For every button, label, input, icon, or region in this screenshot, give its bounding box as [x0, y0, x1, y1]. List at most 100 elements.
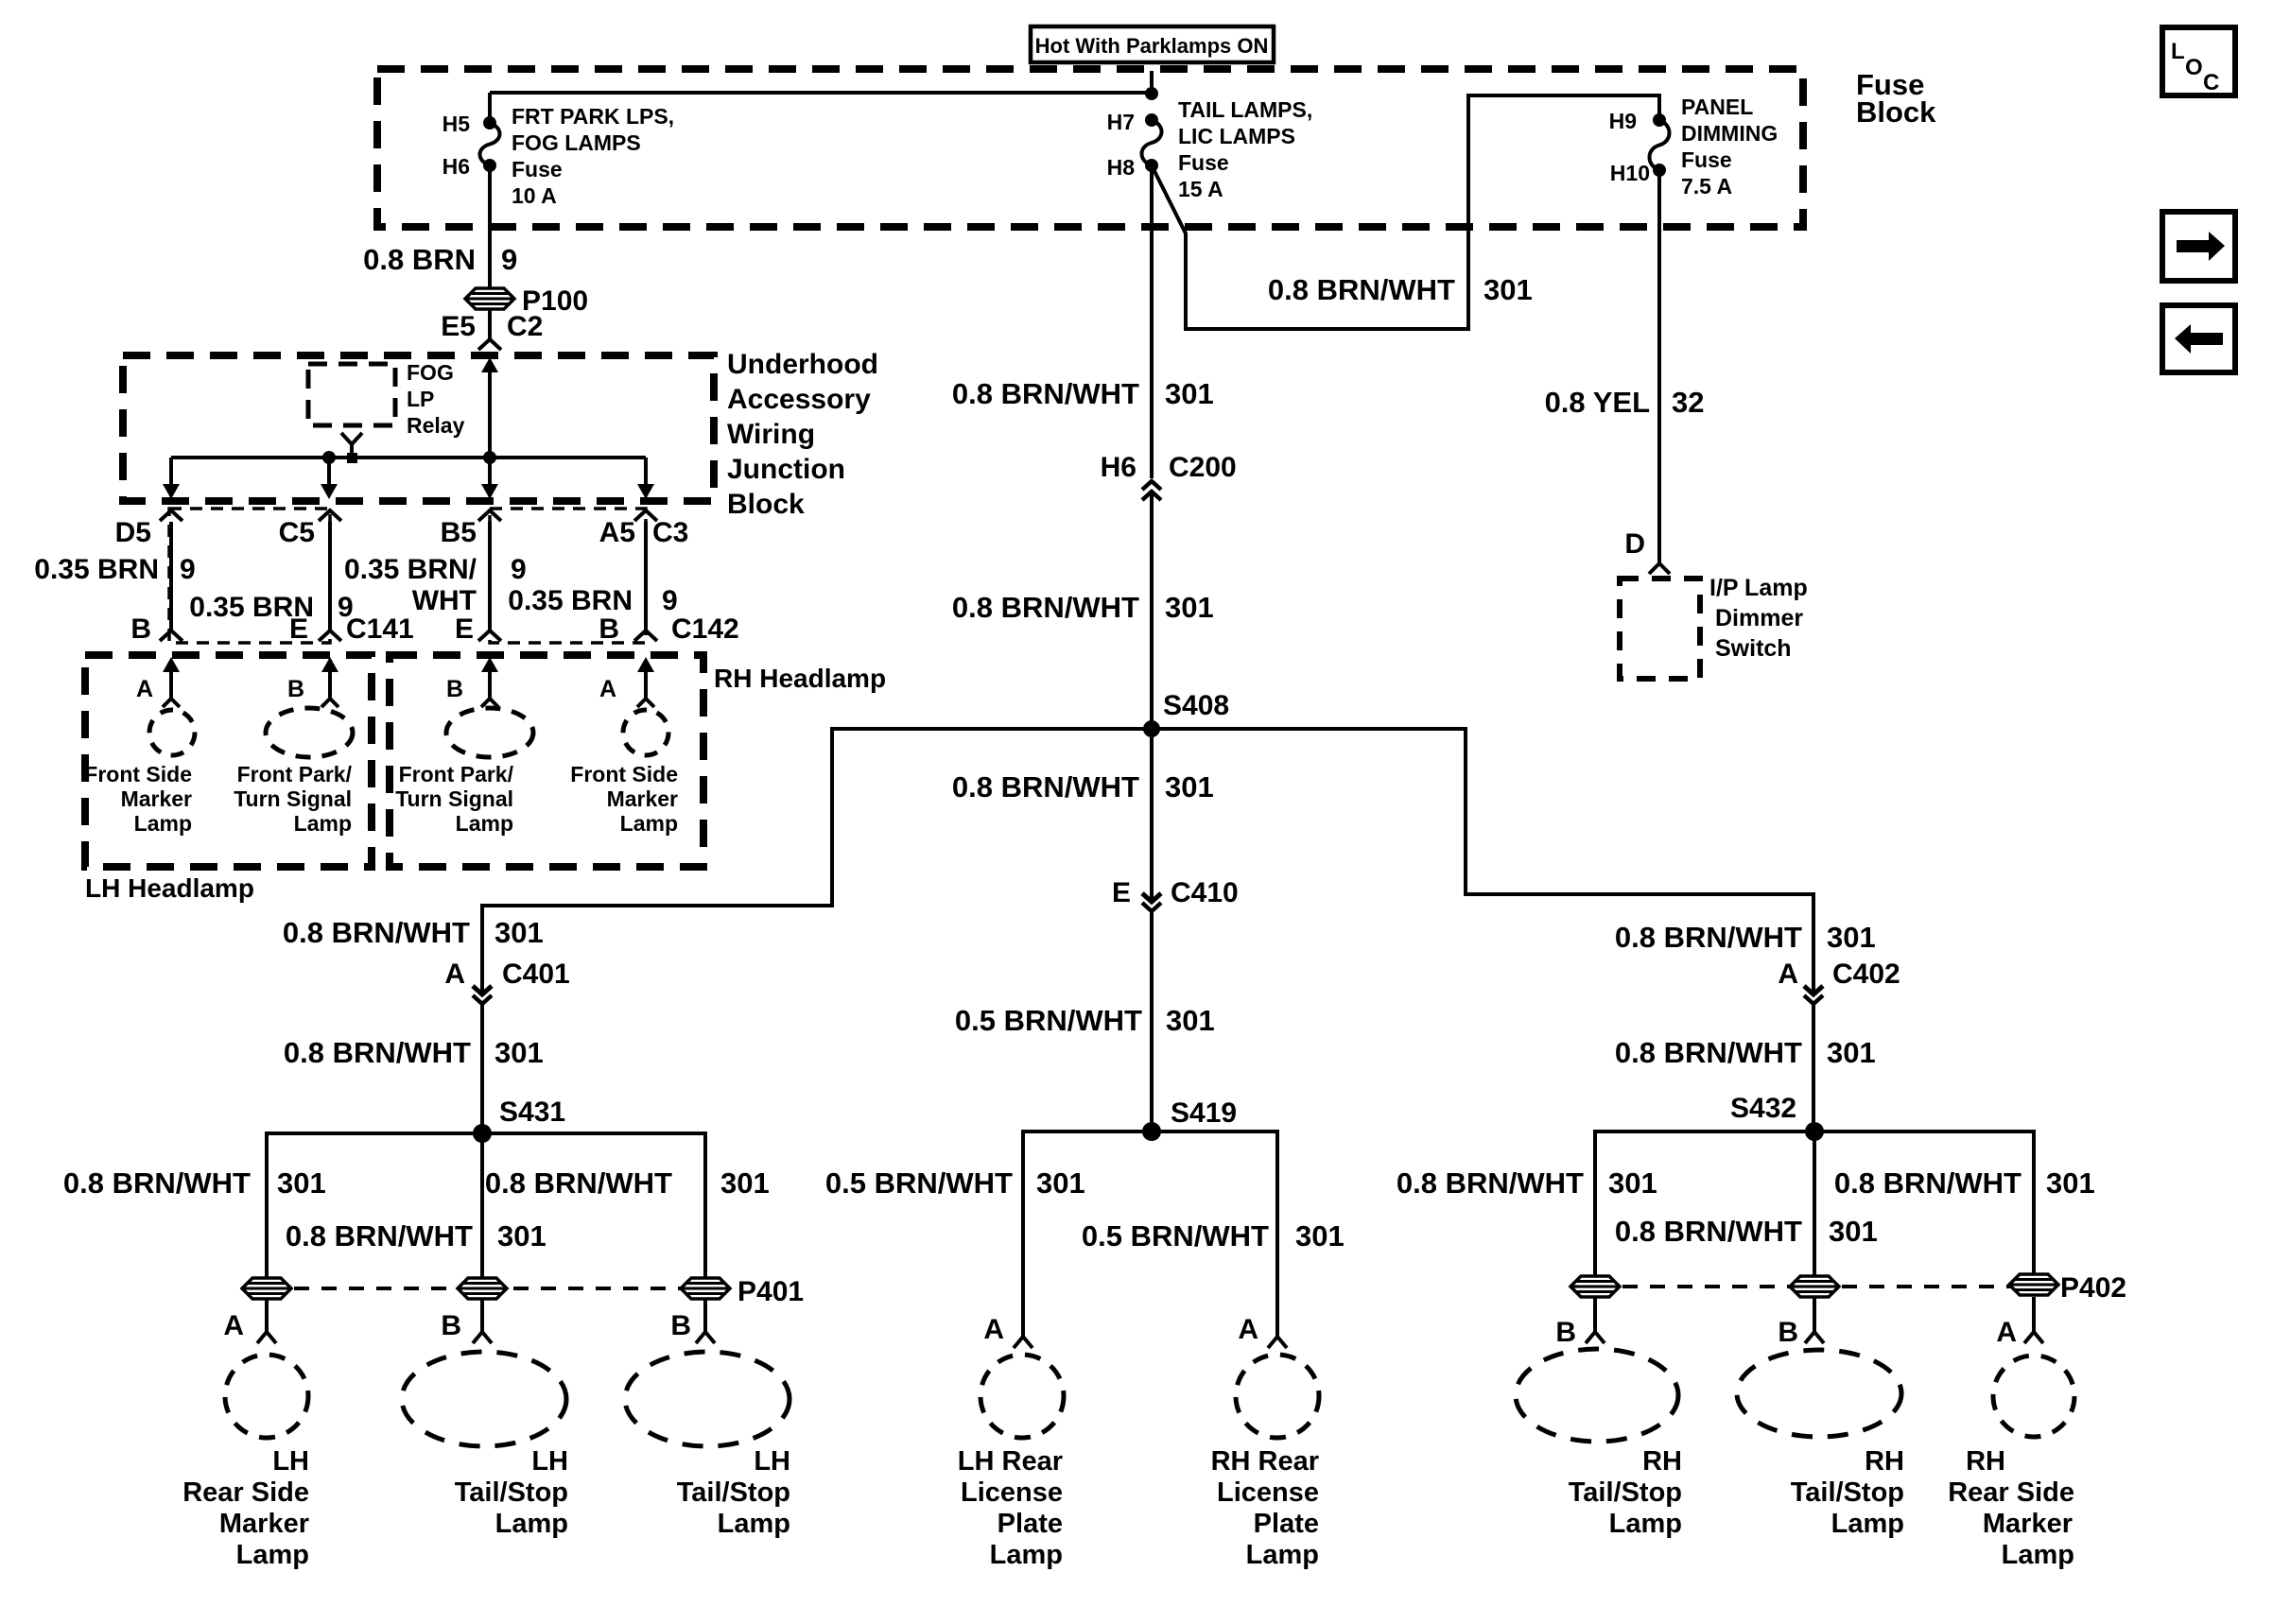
svg-text:9: 9 [511, 554, 527, 585]
svg-text:0.8 BRN/WHT: 0.8 BRN/WHT [63, 1166, 251, 1200]
svg-text:Fuse: Fuse [1856, 68, 1924, 101]
svg-text:Lamp: Lamp [990, 1540, 1063, 1570]
svg-text:32: 32 [1672, 386, 1704, 419]
svg-text:I/P Lamp: I/P Lamp [1709, 575, 1808, 601]
svg-text:License: License [1217, 1477, 1319, 1508]
svg-text:A: A [136, 676, 153, 702]
svg-text:Lamp: Lamp [2002, 1540, 2074, 1570]
svg-text:B: B [670, 1310, 691, 1341]
svg-text:H7: H7 [1107, 110, 1135, 134]
svg-text:0.5 BRN/WHT: 0.5 BRN/WHT [955, 1004, 1142, 1037]
svg-text:9: 9 [501, 243, 517, 276]
svg-text:0.8 BRN/WHT: 0.8 BRN/WHT [952, 377, 1139, 410]
svg-text:9: 9 [180, 554, 196, 585]
svg-text:Front Side: Front Side [84, 762, 192, 786]
svg-text:Rear Side: Rear Side [182, 1477, 309, 1508]
svg-text:301: 301 [2046, 1166, 2095, 1200]
svg-text:RH: RH [1966, 1446, 2005, 1477]
svg-text:FOG: FOG [407, 360, 454, 385]
svg-text:E: E [289, 613, 308, 645]
svg-text:TAIL LAMPS,: TAIL LAMPS, [1178, 97, 1312, 122]
svg-text:C401: C401 [502, 959, 570, 990]
svg-text:D5: D5 [115, 517, 151, 548]
svg-text:0.8 BRN/WHT: 0.8 BRN/WHT [283, 916, 470, 949]
svg-text:Lamp: Lamp [294, 811, 352, 836]
svg-text:C410: C410 [1171, 877, 1239, 908]
svg-text:A: A [599, 676, 616, 702]
svg-text:A: A [1778, 959, 1798, 990]
svg-text:Dimmer: Dimmer [1715, 605, 1803, 631]
svg-text:301: 301 [277, 1166, 326, 1200]
svg-text:C3: C3 [652, 517, 688, 548]
svg-text:0.8 BRN/WHT: 0.8 BRN/WHT [952, 591, 1139, 624]
svg-text:C141: C141 [346, 613, 414, 645]
svg-text:H10: H10 [1610, 161, 1650, 185]
svg-text:301: 301 [1827, 1036, 1876, 1069]
svg-text:301: 301 [1295, 1219, 1345, 1253]
svg-text:D: D [1624, 528, 1645, 560]
svg-text:Fuse: Fuse [512, 157, 563, 181]
svg-text:9: 9 [662, 585, 678, 616]
svg-text:Plate: Plate [1254, 1509, 1319, 1539]
svg-text:RH: RH [1865, 1446, 1904, 1477]
svg-text:LIC LAMPS: LIC LAMPS [1178, 124, 1295, 148]
svg-text:L: L [2171, 39, 2185, 64]
svg-text:P401: P401 [737, 1276, 804, 1307]
svg-text:Turn Signal: Turn Signal [234, 786, 352, 811]
svg-text:Lamp: Lamp [1609, 1509, 1682, 1539]
svg-text:B: B [130, 613, 151, 645]
svg-text:0.35 BRN/: 0.35 BRN/ [344, 554, 477, 585]
svg-text:RH Headlamp: RH Headlamp [714, 664, 886, 693]
svg-text:Plate: Plate [998, 1509, 1063, 1539]
svg-text:Marker: Marker [121, 786, 192, 811]
svg-text:301: 301 [1036, 1166, 1085, 1200]
svg-text:Marker: Marker [1983, 1509, 2073, 1539]
svg-text:Wiring: Wiring [727, 419, 815, 450]
svg-text:0.8 BRN/WHT: 0.8 BRN/WHT [485, 1166, 672, 1200]
svg-text:B: B [287, 676, 304, 702]
svg-text:E: E [455, 613, 474, 645]
svg-text:Junction: Junction [727, 454, 845, 485]
svg-text:C402: C402 [1832, 959, 1900, 990]
svg-text:DIMMING: DIMMING [1681, 121, 1778, 146]
svg-text:FRT PARK LPS,: FRT PARK LPS, [512, 104, 674, 129]
svg-text:0.35 BRN: 0.35 BRN [189, 592, 314, 623]
svg-text:LH: LH [754, 1446, 790, 1477]
svg-text:0.8 BRN/WHT: 0.8 BRN/WHT [286, 1219, 473, 1253]
svg-text:Fuse: Fuse [1178, 150, 1229, 175]
svg-text:0.5 BRN/WHT: 0.5 BRN/WHT [1082, 1219, 1269, 1253]
svg-text:0.5 BRN/WHT: 0.5 BRN/WHT [825, 1166, 1013, 1200]
svg-text:0.8 YEL: 0.8 YEL [1545, 386, 1650, 419]
svg-text:301: 301 [495, 916, 544, 949]
svg-text:0.8 BRN/WHT: 0.8 BRN/WHT [1615, 1036, 1802, 1069]
svg-text:301: 301 [1165, 377, 1214, 410]
svg-text:O: O [2185, 55, 2203, 80]
svg-text:301: 301 [1829, 1215, 1878, 1248]
svg-text:A: A [1996, 1317, 2017, 1348]
svg-text:S419: S419 [1171, 1097, 1237, 1129]
svg-text:Front Park/: Front Park/ [237, 762, 353, 786]
svg-text:LH: LH [531, 1446, 568, 1477]
svg-text:10 A: 10 A [512, 183, 557, 208]
svg-text:Marker: Marker [607, 786, 678, 811]
svg-text:Block: Block [727, 489, 805, 520]
svg-text:Lamp: Lamp [1246, 1540, 1319, 1570]
svg-text:0.8 BRN/WHT: 0.8 BRN/WHT [284, 1036, 471, 1069]
svg-text:LH Rear: LH Rear [958, 1446, 1063, 1477]
svg-text:RH Rear: RH Rear [1211, 1446, 1319, 1477]
svg-text:301: 301 [1166, 1004, 1215, 1037]
svg-text:License: License [961, 1477, 1063, 1508]
svg-text:S431: S431 [499, 1097, 565, 1128]
svg-text:B5: B5 [441, 517, 477, 548]
svg-text:A5: A5 [599, 517, 635, 548]
svg-text:C2: C2 [507, 311, 543, 342]
svg-text:9: 9 [338, 592, 354, 623]
svg-text:E: E [1112, 877, 1131, 908]
svg-text:0.35 BRN: 0.35 BRN [508, 585, 633, 616]
svg-text:B: B [1555, 1317, 1576, 1348]
svg-text:H5: H5 [442, 112, 471, 136]
svg-text:Switch: Switch [1715, 635, 1792, 662]
svg-text:C: C [2203, 70, 2219, 95]
svg-text:Rear Side: Rear Side [1948, 1477, 2074, 1508]
svg-text:301: 301 [1827, 921, 1876, 954]
